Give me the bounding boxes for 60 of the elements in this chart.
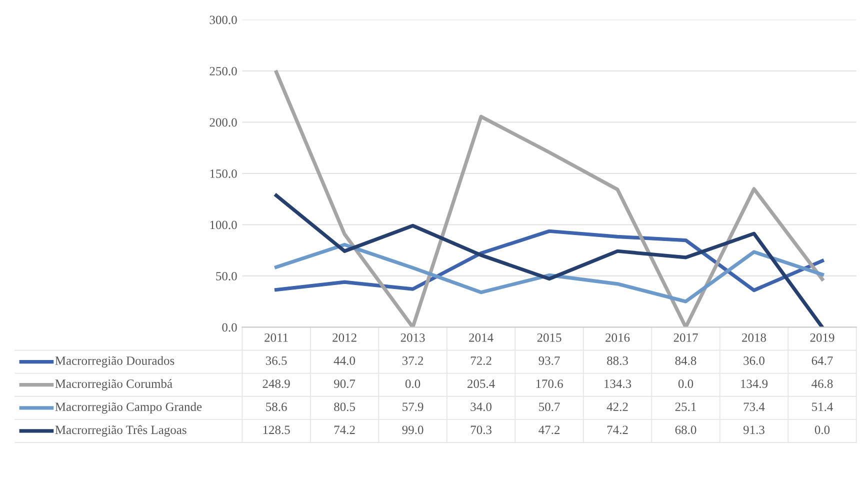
data-label: 134.3 — [604, 380, 632, 388]
x-tick-label: 2013 — [400, 333, 425, 342]
x-tick-label: 2019 — [810, 333, 834, 342]
data-label: 74.2 — [334, 426, 355, 434]
data-label: 93.7 — [538, 356, 560, 365]
y-tick-label: 200.0 — [210, 118, 237, 127]
data-label: 58.6 — [266, 402, 287, 412]
x-tick-label: 2014 — [469, 333, 494, 342]
x-tick-label: 2018 — [742, 333, 766, 342]
data-label: 50.7 — [539, 402, 560, 412]
data-label: 88.3 — [607, 356, 628, 365]
data-label: 80.5 — [334, 402, 356, 412]
y-tick-label: 50.0 — [216, 272, 237, 280]
legend-label: Macrorregião Três Lagoas — [55, 425, 186, 437]
data-label: 74.2 — [607, 426, 628, 434]
data-label: 99.0 — [402, 426, 424, 434]
legend-label: Macrorregião Corumbá — [55, 379, 172, 391]
y-tick-label: 0.0 — [222, 323, 237, 332]
y-tick-label: 300.0 — [210, 16, 237, 24]
line-series — [274, 70, 824, 328]
x-tick-label: 2015 — [537, 333, 562, 342]
data-label: 47.2 — [538, 426, 560, 434]
legend-label: Macrorregião Dourados — [55, 356, 174, 368]
data-label: 72.2 — [470, 356, 492, 365]
data-label: 34.0 — [470, 402, 492, 412]
data-label: 70.3 — [470, 426, 492, 434]
data-label: 36.0 — [744, 356, 764, 365]
data-label: 68.0 — [675, 426, 696, 434]
x-tick-label: 2017 — [674, 333, 698, 342]
data-label: 90.7 — [334, 380, 356, 388]
data-label: 0.0 — [405, 380, 420, 388]
data-label: 248.9 — [262, 380, 290, 388]
x-tick-label: 2016 — [606, 333, 630, 342]
data-label: 170.6 — [536, 380, 563, 388]
line-series — [274, 229, 824, 292]
data-label: 51.4 — [812, 402, 833, 412]
line-series — [274, 242, 824, 304]
data-label: 205.4 — [468, 380, 495, 388]
data-label: 73.4 — [744, 402, 765, 412]
data-label: 128.5 — [263, 426, 290, 434]
line-series — [274, 194, 824, 328]
data-label: 64.7 — [812, 356, 833, 365]
data-label: 91.3 — [743, 426, 764, 434]
data-label: 25.1 — [675, 402, 696, 412]
data-label: 0.0 — [814, 426, 830, 434]
data-label: 46.8 — [812, 380, 833, 388]
legend-label: Macrorregião Campo Grande — [55, 402, 202, 414]
data-label: 0.0 — [678, 380, 694, 388]
data-label: 57.9 — [402, 402, 424, 412]
y-tick-label: 250.0 — [210, 66, 237, 76]
data-label: 134.9 — [741, 380, 768, 388]
data-label: 42.2 — [606, 402, 628, 412]
data-label: 44.0 — [334, 356, 356, 365]
data-label: 37.2 — [402, 356, 424, 365]
x-tick-label: 2012 — [332, 333, 356, 342]
x-tick-label: 2011 — [264, 333, 288, 342]
data-label: 36.5 — [266, 356, 287, 365]
y-tick-label: 100.0 — [210, 220, 237, 230]
data-label: 84.8 — [675, 356, 696, 365]
y-tick-label: 150.0 — [210, 169, 237, 178]
